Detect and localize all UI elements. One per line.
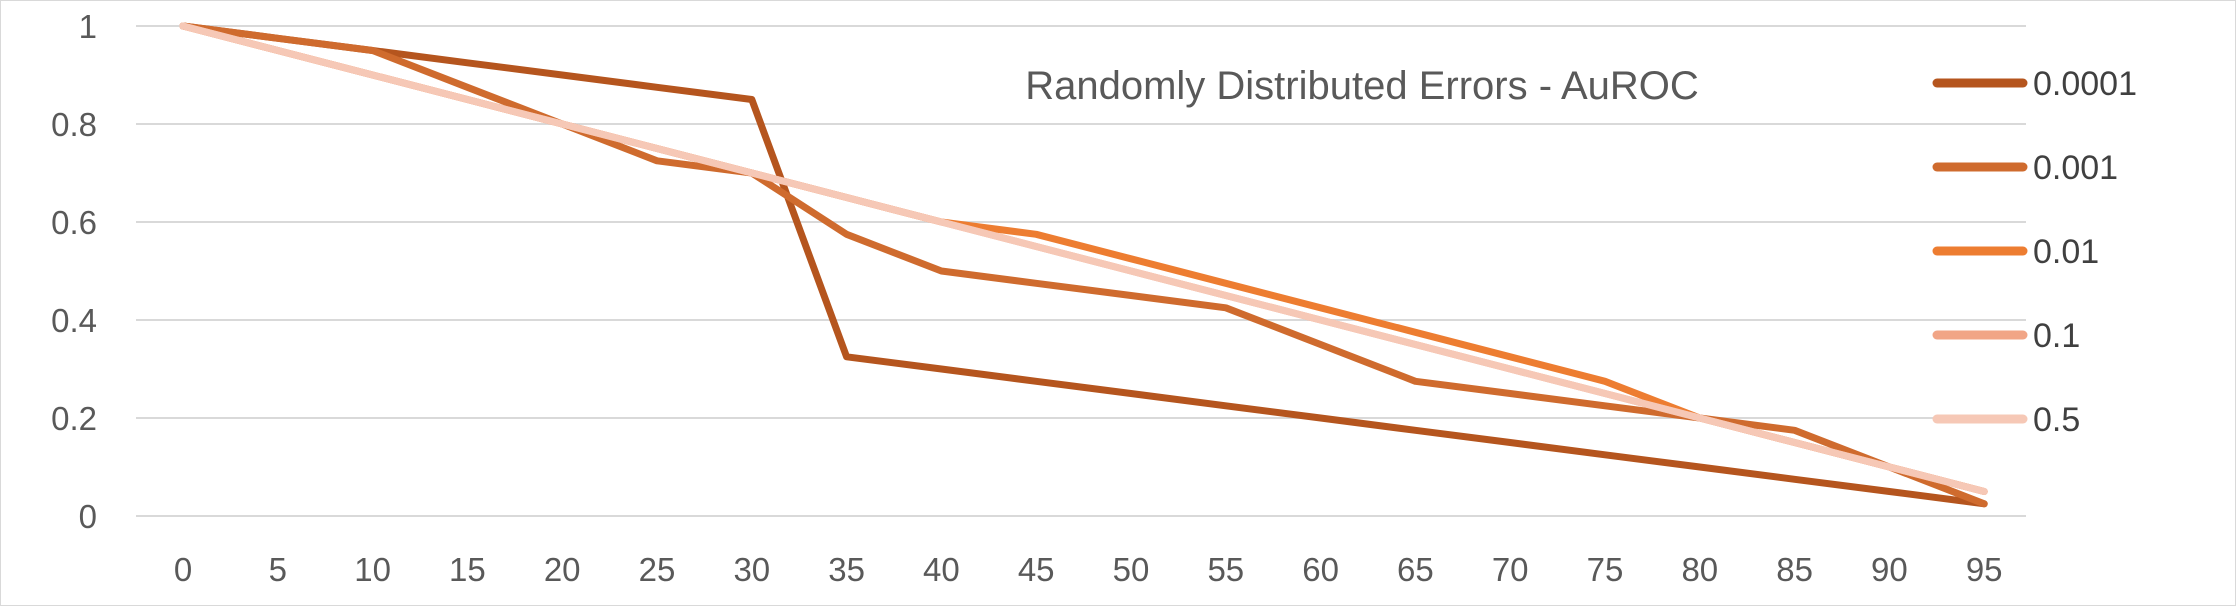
x-tick-label: 80 — [1681, 551, 1718, 588]
y-tick-label: 0.6 — [51, 204, 97, 241]
x-tick-label: 75 — [1587, 551, 1624, 588]
legend-label: 0.5 — [2033, 401, 2080, 439]
y-axis-tick-labels: 0 0.2 0.4 0.6 0.8 1 — [51, 8, 97, 535]
x-tick-label: 5 — [269, 551, 287, 588]
y-tick-label: 0.8 — [51, 106, 97, 143]
series-line-0.5 — [179, 22, 1988, 495]
y-tick-label: 0.4 — [51, 302, 97, 339]
x-tick-label: 0 — [174, 551, 192, 588]
x-tick-label: 35 — [828, 551, 865, 588]
y-tick-label: 1 — [79, 8, 97, 45]
x-axis-tick-labels: 0 5 10 15 20 25 30 35 40 45 50 55 60 65 70 75 80 85 90 95 — [174, 551, 2003, 588]
x-tick-label: 15 — [449, 551, 486, 588]
series-line-0.0001 — [179, 22, 1988, 508]
x-tick-label: 60 — [1302, 551, 1339, 588]
x-tick-label: 40 — [923, 551, 960, 588]
x-tick-label: 50 — [1113, 551, 1150, 588]
x-tick-label: 55 — [1207, 551, 1244, 588]
gridlines — [136, 25, 2026, 517]
x-tick-label: 90 — [1871, 551, 1908, 588]
chart-title: Randomly Distributed Errors - AuROC — [1025, 64, 1699, 108]
legend-label: 0.0001 — [2033, 65, 2137, 103]
legend: 0.0001 0.001 0.01 0.1 0.5 — [1932, 65, 2137, 439]
legend-label: 0.01 — [2033, 233, 2099, 271]
x-tick-label: 30 — [733, 551, 770, 588]
x-tick-label: 70 — [1492, 551, 1529, 588]
x-tick-label: 95 — [1966, 551, 2003, 588]
y-tick-label: 0.2 — [51, 400, 97, 437]
x-tick-label: 45 — [1018, 551, 1055, 588]
x-tick-label: 85 — [1776, 551, 1813, 588]
x-tick-label: 25 — [639, 551, 676, 588]
series-lines — [179, 22, 1988, 508]
x-tick-label: 20 — [544, 551, 581, 588]
x-tick-label: 10 — [354, 551, 391, 588]
legend-label: 0.001 — [2033, 149, 2118, 187]
x-tick-label: 65 — [1397, 551, 1434, 588]
legend-label: 0.1 — [2033, 317, 2080, 355]
y-tick-label: 0 — [79, 498, 97, 535]
